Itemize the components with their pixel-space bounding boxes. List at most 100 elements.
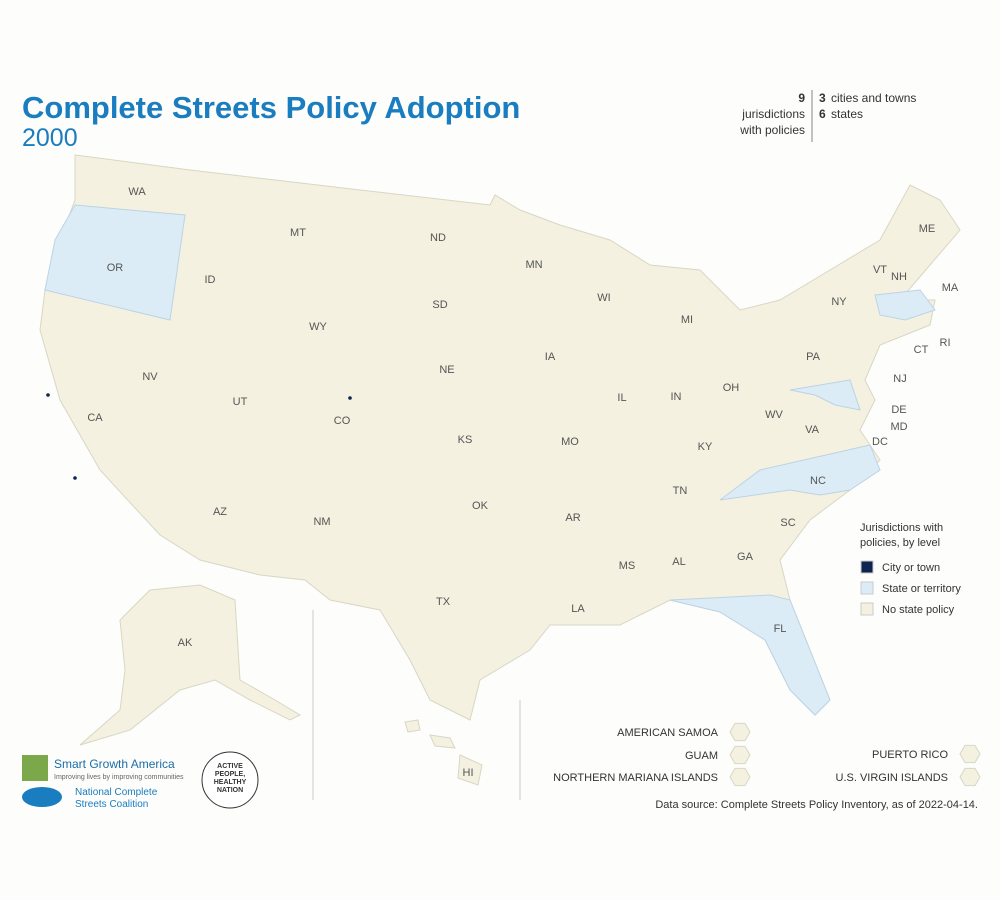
state-label: TN [673, 485, 688, 497]
state-label: MD [890, 421, 907, 433]
state-label: MA [942, 282, 959, 294]
state-shape [789, 379, 861, 411]
land [39, 154, 961, 786]
state-label: WA [128, 186, 146, 198]
hawaii-outline [404, 719, 421, 733]
state-label: NC [810, 475, 826, 487]
territory-label: PUERTO RICO [872, 749, 948, 761]
state-label: MT [290, 227, 306, 239]
state-label: VA [805, 424, 820, 436]
territory-shape [959, 744, 981, 764]
state-label: ND [430, 232, 446, 244]
state-label: DE [891, 404, 906, 416]
state-shape [669, 594, 831, 716]
hawaii-outline [429, 734, 456, 749]
sga-logo [22, 755, 48, 781]
state-label: NH [891, 271, 907, 283]
state-label: SD [432, 299, 447, 311]
state-label: HI [463, 767, 474, 779]
legend-swatch [860, 560, 874, 574]
legend-label: No state policy [882, 604, 955, 616]
state-label: TX [436, 596, 451, 608]
state-label: NV [142, 371, 158, 383]
city-marker [348, 396, 352, 400]
legend-swatch [860, 581, 874, 595]
territory-shape [729, 722, 751, 742]
state-count: 6 [819, 107, 826, 121]
territory-shape [729, 767, 751, 787]
state-label: IA [545, 351, 556, 363]
state-label: ME [919, 223, 936, 235]
state-label: RI [940, 337, 951, 349]
apn-text: HEALTHY [214, 779, 247, 786]
state-label: KS [458, 434, 473, 446]
state-shape [719, 444, 881, 501]
city-count: 3 [819, 91, 826, 105]
state-label: GA [737, 551, 754, 563]
ncsc-name: Streets Coalition [75, 799, 148, 810]
apn-text: NATION [217, 787, 243, 794]
state-label: SC [780, 517, 795, 529]
state-label: KY [698, 441, 713, 453]
territory-label: AMERICAN SAMOA [617, 727, 719, 739]
state-label: IN [671, 391, 682, 403]
city-marker [46, 393, 50, 397]
state-label: UT [233, 396, 248, 408]
territory-label: U.S. VIRGIN ISLANDS [836, 772, 948, 784]
apn-text: PEOPLE, [215, 771, 245, 778]
state-label: ID [205, 274, 216, 286]
state-label: NJ [893, 373, 906, 385]
city-marker [73, 476, 77, 480]
sga-tagline: Improving lives by improving communities [54, 774, 184, 781]
total-label: with policies [739, 123, 805, 137]
ncsc-logo [22, 787, 62, 807]
city-label: cities and towns [831, 91, 916, 105]
state-shape [44, 204, 186, 321]
total-label: jurisdictions [741, 107, 805, 121]
state-label: MO [561, 436, 579, 448]
territory-label: NORTHERN MARIANA ISLANDS [553, 772, 718, 784]
state-label: VT [873, 264, 887, 276]
legend-swatch [860, 602, 874, 616]
state-label: MS [619, 560, 636, 572]
state-label: NM [313, 516, 330, 528]
hawaii-outline [457, 754, 483, 786]
state-label: WV [765, 409, 783, 421]
state-label: FL [774, 623, 787, 635]
state-label: WI [597, 292, 610, 304]
state-label: WY [309, 321, 327, 333]
legend-title: Jurisdictions with [860, 522, 943, 534]
ncsc-name: National Complete [75, 787, 158, 798]
state-label: MN [525, 259, 542, 271]
apn-logo [201, 751, 259, 809]
state-label: LA [571, 603, 585, 615]
apn-text: ACTIVE [217, 763, 243, 770]
state-label: NY [831, 296, 847, 308]
state-label: CA [87, 412, 103, 424]
state-label: AZ [213, 506, 227, 518]
territory-shape [959, 767, 981, 787]
sga-name: Smart Growth America [54, 757, 175, 771]
state-label: IL [617, 392, 626, 404]
state-label: PA [806, 351, 821, 363]
state-shape [874, 289, 936, 321]
state-label: CO [334, 415, 351, 427]
title: Complete Streets Policy Adoption [22, 90, 520, 125]
data-source: Data source: Complete Streets Policy Inv… [655, 799, 978, 811]
state-label: AK [178, 637, 193, 649]
year: 2000 [22, 124, 78, 152]
territory-shape [729, 745, 751, 765]
state-label: NE [439, 364, 454, 376]
territory-label: GUAM [685, 750, 718, 762]
legend-label: City or town [882, 562, 940, 574]
state-label: MI [681, 314, 693, 326]
state-label: states [831, 107, 863, 121]
state-label: OK [472, 500, 489, 512]
state-label: OH [723, 382, 740, 394]
state-label: CT [914, 344, 929, 356]
state-label: AL [672, 556, 685, 568]
state-label: AR [565, 512, 580, 524]
legend-title: policies, by level [860, 537, 940, 549]
